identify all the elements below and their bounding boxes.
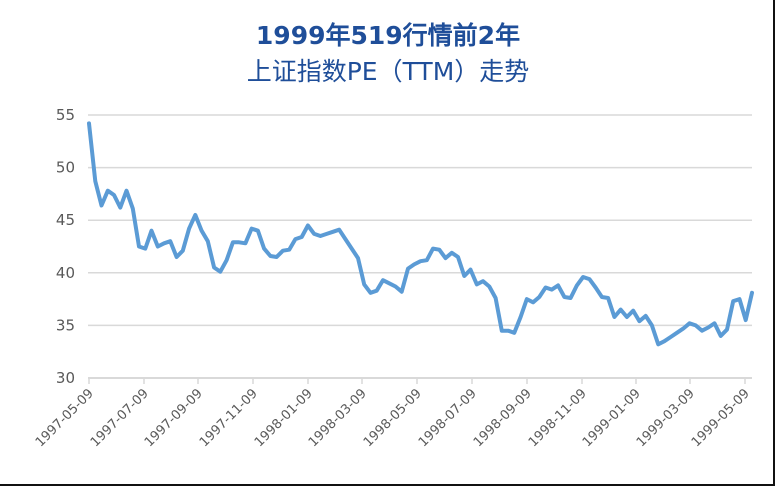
- y-tick-label: 40: [56, 264, 75, 282]
- x-tick-label: 1998-03-09: [306, 386, 370, 450]
- x-tick-label: 1997-09-09: [142, 386, 206, 450]
- y-tick-label: 55: [56, 106, 75, 124]
- y-axis-labels: 30 35 40 45 50 55: [56, 106, 75, 387]
- gridlines: [88, 114, 752, 379]
- x-tick-label: 1998-09-09: [471, 386, 535, 450]
- x-axis: 1997-05-091997-07-091997-09-091997-11-09…: [33, 378, 753, 450]
- x-tick-label: 1999-05-09: [689, 386, 753, 450]
- y-tick-label: 35: [56, 316, 75, 334]
- chart-title-line1: 1999年519行情前2年: [255, 21, 521, 50]
- y-tick-label: 45: [56, 211, 75, 229]
- x-tick-label: 1998-05-09: [361, 386, 425, 450]
- x-tick-label: 1998-07-09: [416, 386, 480, 450]
- chart-title-line2: 上证指数PE（TTM）走势: [246, 57, 530, 86]
- y-tick-label: 50: [56, 159, 75, 177]
- x-tick-label: 1997-11-09: [197, 386, 261, 450]
- y-tick-label: 30: [56, 369, 75, 387]
- x-tick-label: 1999-03-09: [634, 386, 698, 450]
- x-tick-label: 1997-05-09: [33, 386, 97, 450]
- pe-ttm-line: [87, 121, 754, 347]
